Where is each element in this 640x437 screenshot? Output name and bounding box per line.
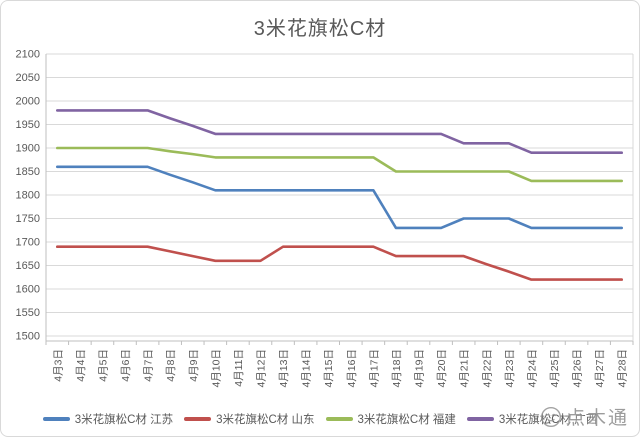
legend-item: 3米花旗松C材 福建 (325, 411, 456, 427)
y-axis-tick-label: 2050 (16, 72, 40, 84)
series-line-0 (55, 165, 624, 230)
legend-item-label: 3米花旗松C材 山东 (216, 414, 315, 426)
watermark-logo-icon (540, 406, 561, 427)
series-line-3 (55, 109, 624, 154)
x-axis-tick-label: 4月15日 (323, 349, 335, 388)
y-axis-tick-label: 1800 (16, 190, 40, 202)
watermark: 点木通 (539, 403, 629, 430)
y-axis-tick-label: 2000 (16, 96, 40, 108)
x-axis-tick-label: 4月23日 (504, 349, 516, 388)
legend-item: 3米花旗松C材 广西 (466, 411, 598, 427)
x-axis-tick-label: 4月4日 (75, 349, 87, 382)
y-axis-tick-label: 1900 (16, 143, 40, 155)
x-axis-tick-label: 4月21日 (459, 349, 471, 388)
x-axis-tick-label: 4月24日 (526, 349, 538, 388)
legend-item: 3米花旗松C材 山东 (184, 411, 315, 427)
chart-title: 3米花旗松C材 (253, 18, 387, 40)
y-axis-tick-label: 2100 (16, 49, 40, 61)
legend-item: 3米花旗松C材 江苏 (42, 411, 174, 427)
x-axis-tick-label: 4月12日 (255, 349, 267, 388)
series-line-2 (55, 146, 624, 183)
y-axis-tick-label: 1500 (16, 331, 40, 343)
x-axis-tick-label: 4月13日 (278, 349, 290, 388)
x-axis-tick-label: 4月8日 (165, 349, 177, 382)
x-axis-tick-label: 4月7日 (143, 349, 155, 382)
legend-swatch-icon (184, 417, 212, 421)
y-axis-tick-label: 1750 (16, 213, 40, 225)
y-axis-tick-label: 1950 (16, 119, 40, 131)
y-axis-tick-label: 1850 (16, 166, 40, 178)
x-axis-tick-label: 4月14日 (301, 349, 313, 388)
x-axis-tick-label: 4月19日 (414, 349, 426, 388)
series-line-1 (55, 245, 624, 281)
y-axis-tick-label: 1600 (16, 284, 40, 296)
x-axis-tick-label: 4月11日 (233, 349, 245, 387)
x-axis-tick-label: 4月17日 (368, 349, 380, 388)
x-axis-tick-label: 4月26日 (572, 349, 584, 388)
x-axis-tick-label: 4月28日 (617, 349, 629, 388)
y-axis-tick-label: 1550 (16, 307, 40, 319)
x-axis-tick-label: 4月18日 (391, 349, 403, 388)
legend-item-label: 3米花旗松C材 福建 (357, 414, 456, 426)
x-axis-tick-label: 4月20日 (436, 349, 448, 388)
x-axis-tick-label: 4月16日 (346, 349, 358, 388)
watermark-text: 点木通 (565, 408, 629, 429)
legend-item-label: 3米花旗松C材 江苏 (74, 414, 174, 426)
x-axis-tick-label: 4月6日 (120, 349, 132, 382)
x-axis-tick-label: 4月5日 (97, 349, 109, 382)
y-axis-tick-label: 1700 (16, 237, 40, 249)
x-axis-tick-label: 4月25日 (549, 349, 561, 388)
legend-item-label: 3米花旗松C材 广西 (498, 414, 598, 426)
x-axis-tick-label: 4月10日 (210, 349, 222, 388)
x-axis-tick-label: 4月22日 (481, 349, 493, 388)
x-axis-tick-label: 4月9日 (188, 349, 200, 382)
x-axis-tick-label: 4月27日 (594, 349, 606, 388)
legend-swatch-icon (466, 417, 494, 421)
legend-swatch-icon (325, 417, 353, 421)
y-axis-tick-label: 1650 (16, 260, 40, 272)
x-axis-tick-label: 4月3日 (52, 349, 64, 382)
legend-swatch-icon (42, 417, 70, 421)
legend: 3米花旗松C材 江苏 3米花旗松C材 山东 3米花旗松C材 福建 3米花旗松C材 广西 (1, 411, 639, 427)
